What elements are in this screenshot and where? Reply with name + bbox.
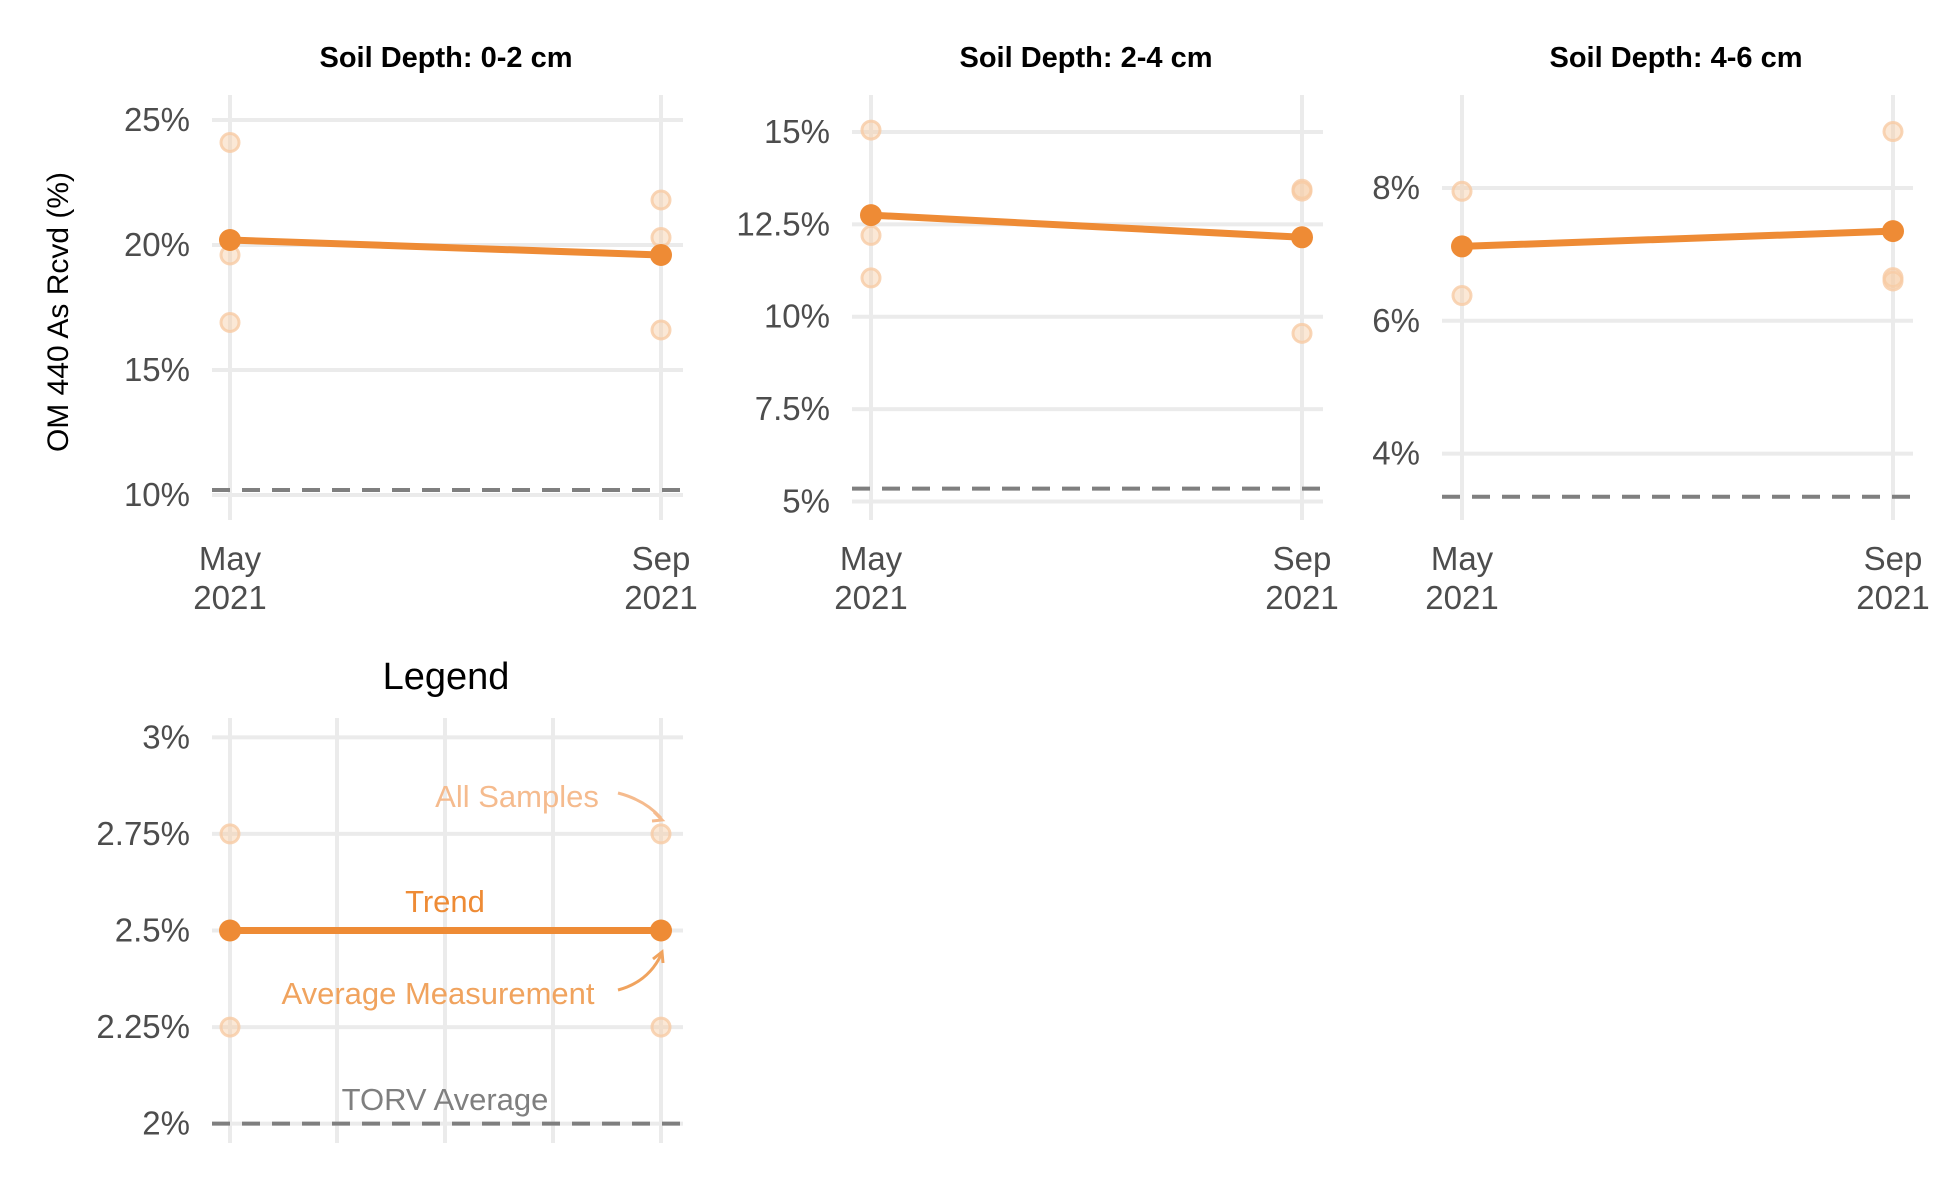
legend-title: Legend [383,656,510,698]
y-tick-label: 15% [764,113,830,150]
y-tick-label: 10% [764,298,830,335]
plot-area-legend: 2% 2.25% 2.5% 2.75% 3% All Samples Trend Averag… [96,718,683,1143]
y-tick-label: 20% [124,226,190,263]
average-point [1882,220,1904,243]
panel-title-4-6cm: Soil Depth: 4-6 cm [1550,42,1803,74]
x-tick-label: Sep 2021 [1856,540,1929,616]
plot-area-0-2cm: 10% 15% 20% 25% May 2021 Sep 2021 [124,95,698,616]
sample-point [860,267,882,289]
y-tick-label: 25% [124,101,190,138]
trend-line [226,236,665,259]
panel-4-6cm: Soil Depth: 4-6 cm 4% 6% 8% May 2021 Sep 2021 [1372,42,1929,616]
average-point [1291,226,1313,249]
y-axis-label: OM 440 As Rcvd (%) [42,172,75,452]
y-tick-label: 12.5% [736,205,830,242]
y-tick-label: 2.75% [96,815,190,852]
average-point [650,919,672,942]
sample-point [219,823,241,845]
arrowhead-average [652,949,665,964]
sample-point [219,132,241,153]
arrow-average [617,954,663,992]
x-tick-label: May 2021 [834,540,907,616]
annotation-average: Average Measurement [281,976,594,1011]
sample-point [1291,322,1313,344]
y-tick-label: 2.5% [115,912,190,949]
sample-point [860,119,882,141]
y-tick-label: 5% [782,483,830,520]
average-point [219,919,241,942]
average-point [860,204,882,227]
panel-2-4cm: Soil Depth: 2-4 cm 5% 7.5% 10% 12.5% 15% May 2… [736,42,1338,616]
panel-legend: Legend 2% 2.25% 2.5% 2.75% 3% All Samples Tren… [96,656,683,1143]
trend-line [1458,227,1897,250]
panel-title-0-2cm: Soil Depth: 0-2 cm [320,42,573,74]
y-tick-label: 8% [1372,169,1420,206]
panel-title-2-4cm: Soil Depth: 2-4 cm [960,42,1213,74]
average-point [650,244,672,266]
y-tick-label: 2.25% [96,1008,190,1045]
sample-point [1882,270,1904,292]
y-tick-label: 2% [142,1105,190,1142]
annotation-all-samples: All Samples [435,779,599,814]
average-point [1451,235,1473,258]
annotation-trend: Trend [405,884,485,919]
sample-point [860,224,882,246]
trend-line [867,211,1306,241]
average-point [219,229,241,251]
y-tick-label: 10% [124,476,190,513]
plot-area-4-6cm: 4% 6% 8% May 2021 Sep 2021 [1372,95,1930,616]
x-tick-label: May 2021 [193,540,266,616]
y-tick-label: 3% [142,718,190,755]
sample-point [1451,285,1473,307]
sample-point [1882,121,1904,143]
panel-0-2cm: Soil Depth: 0-2 cm 10% 15% 20% 25% May 2021 Se… [124,42,698,616]
plot-area-2-4cm: 5% 7.5% 10% 12.5% 15% May 2021 Sep 2021 [736,95,1339,616]
annotation-torv: TORV Average [342,1082,549,1117]
y-tick-label: 7.5% [755,390,830,427]
sample-point [650,227,672,248]
y-tick-label: 6% [1372,302,1420,339]
sample-point [650,319,672,341]
sample-point [219,312,241,333]
sample-point [219,1016,241,1038]
y-tick-label: 15% [124,351,190,388]
y-tick-label: 4% [1372,435,1420,472]
x-tick-label: Sep 2021 [1265,540,1338,616]
sample-point [1291,180,1313,202]
x-tick-label: Sep 2021 [624,540,697,616]
sample-point [1451,180,1473,202]
sample-point [650,1016,672,1038]
sample-point [650,189,672,211]
arrowhead-all-samples [651,810,666,823]
x-tick-label: May 2021 [1425,540,1498,616]
sample-point [650,823,672,845]
